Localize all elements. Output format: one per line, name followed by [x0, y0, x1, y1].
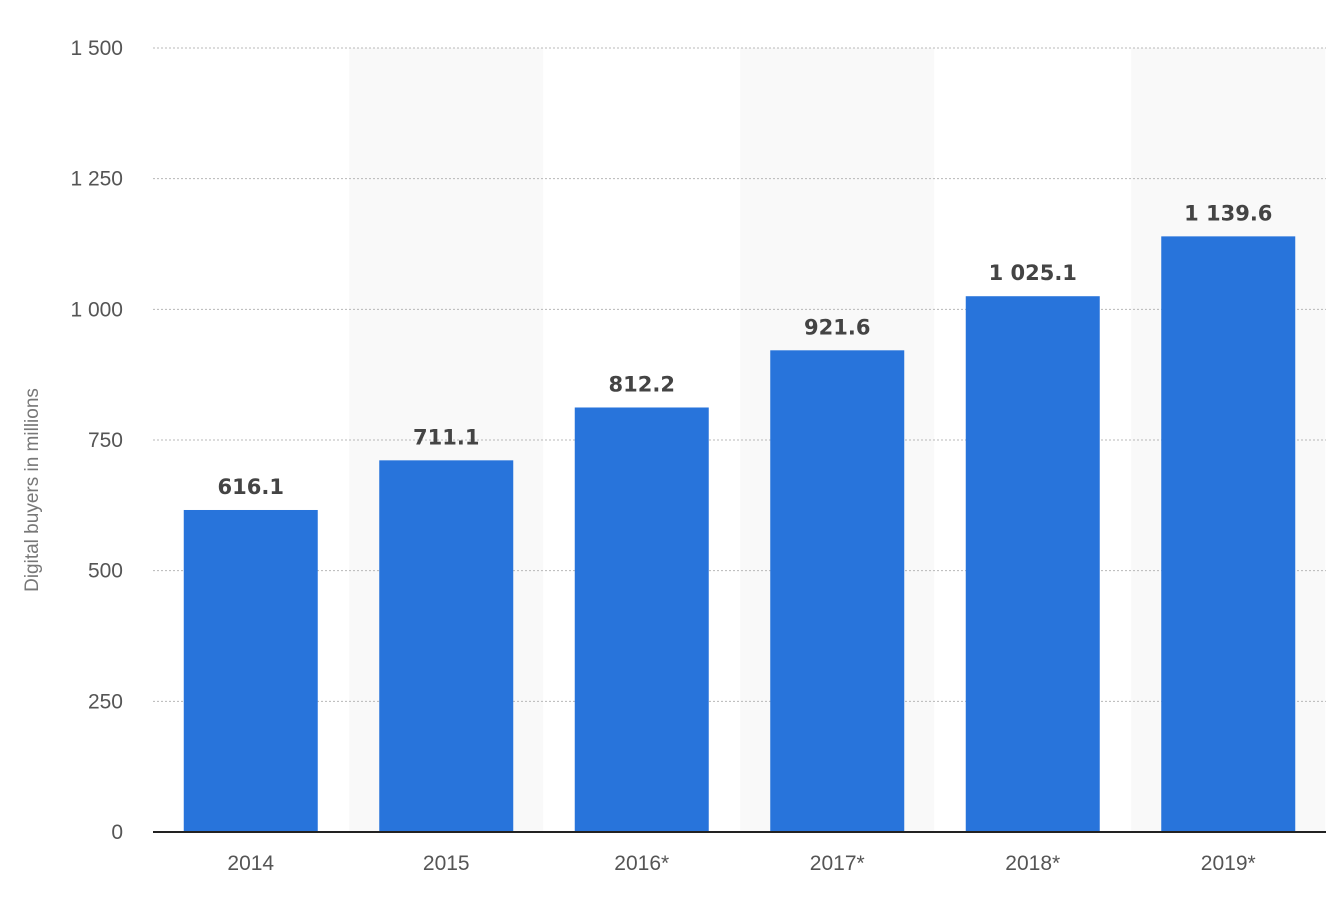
bar[interactable]	[379, 460, 514, 832]
y-axis-label: Digital buyers in millions	[22, 388, 43, 592]
y-tick-label: 1 500	[70, 37, 123, 60]
y-tick-label: 1 000	[70, 298, 123, 321]
y-tick-label: 0	[111, 821, 123, 844]
data-label: 921.6	[804, 315, 870, 339]
x-tick-label: 2019*	[1201, 852, 1256, 875]
x-tick-label: 2018*	[1005, 852, 1060, 875]
data-label: 812.2	[609, 372, 675, 396]
y-axis-ticks: 0 250 500 750 1 000 1 250 1 500	[70, 37, 123, 844]
x-tick-label: 2017*	[810, 852, 865, 875]
data-label: 1 139.6	[1184, 201, 1272, 225]
data-label: 1 025.1	[989, 261, 1077, 285]
data-label: 711.1	[413, 425, 479, 449]
bars	[183, 236, 1296, 833]
data-labels: 616.1 711.1 812.2 921.6 1 025.1 1 139.6	[218, 201, 1273, 499]
x-tick-label: 2014	[227, 852, 274, 875]
bar[interactable]	[965, 296, 1100, 833]
y-tick-label: 1 250	[70, 168, 123, 191]
gridlines	[153, 47, 1326, 702]
x-tick-label: 2016*	[614, 852, 669, 875]
x-axis-ticks: 2014 2015 2016* 2017* 2018* 2019*	[227, 852, 1255, 875]
bar[interactable]	[183, 509, 318, 832]
y-tick-label: 500	[88, 560, 123, 583]
data-label: 616.1	[218, 475, 284, 499]
y-tick-label: 250	[88, 690, 123, 713]
bar[interactable]	[1161, 236, 1296, 832]
bar[interactable]	[770, 350, 905, 832]
bar[interactable]	[574, 407, 709, 832]
x-tick-label: 2015	[423, 852, 470, 875]
y-tick-label: 750	[88, 429, 123, 452]
